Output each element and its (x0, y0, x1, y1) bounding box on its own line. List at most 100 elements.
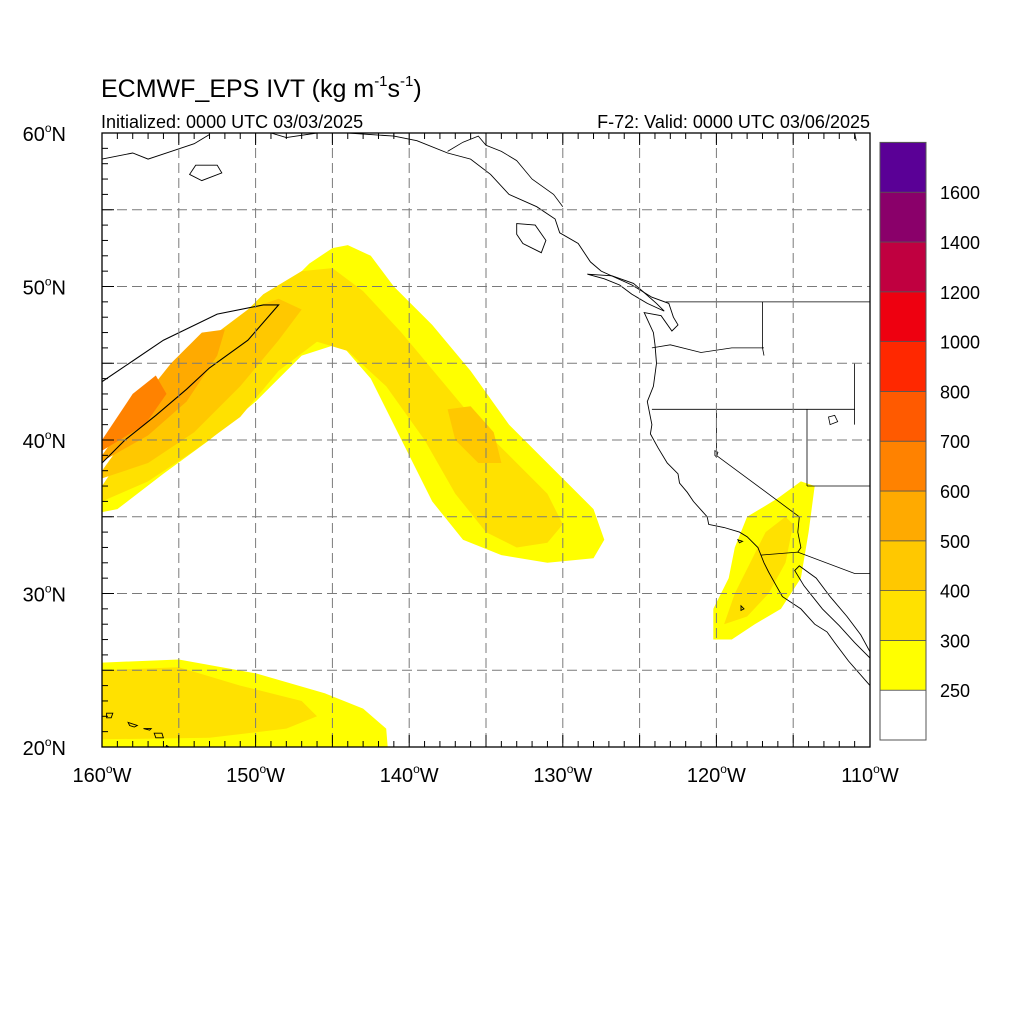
x-tick-label: 160oW (73, 762, 132, 787)
y-tick-label: 20oN (23, 735, 66, 760)
x-tick-label: 110oW (841, 762, 899, 787)
colorbar-label: 300 (940, 631, 970, 651)
colorbar-label: 800 (940, 382, 970, 402)
y-tick-number: 60 (23, 124, 45, 146)
y-tick-number: 30 (23, 585, 45, 607)
island-outline (153, 732, 165, 739)
political-border (797, 516, 802, 553)
ivt-fill-pacific-atmospheric-river-3 (447, 406, 502, 463)
x-tick-hemisphere: W (880, 765, 899, 787)
y-tick-hemisphere: N (52, 585, 66, 607)
colorbar-swatch (879, 440, 927, 492)
y-tick-hemisphere: N (52, 278, 66, 300)
colorbar-label: 400 (940, 582, 970, 602)
colorbar-label: 1600 (940, 183, 980, 203)
political-border (447, 135, 564, 207)
lat-lon-grid (102, 133, 870, 747)
degree-sign: o (45, 121, 52, 135)
degree-sign: o (567, 762, 574, 776)
y-tick-number: 20 (23, 738, 45, 760)
island-outline (587, 273, 665, 312)
valid-time-label: F-72: Valid: 0000 UTC 03/06/2025 (597, 112, 870, 132)
ivt-fill-socal-baja-plume-1 (724, 516, 794, 625)
colorbar-label: 1400 (940, 233, 980, 253)
x-tick-number: 110 (841, 765, 873, 787)
political-border (651, 344, 764, 353)
lake-outline (828, 414, 839, 426)
colorbar-label: 1200 (940, 283, 980, 303)
y-tick-hemisphere: N (52, 431, 66, 453)
coastline (270, 133, 870, 686)
coastline (102, 134, 210, 160)
y-tick-number: 40 (23, 431, 45, 453)
colorbar-label: 600 (940, 482, 970, 502)
y-tick-label: 30oN (23, 582, 66, 607)
title-unit-exp1: -1 (374, 73, 387, 90)
y-tick-hemisphere: N (52, 738, 66, 760)
colorbar-swatch (879, 291, 927, 342)
degree-sign: o (45, 275, 52, 289)
title-unit-close: ) (413, 75, 421, 103)
map-frame (101, 132, 871, 748)
y-tick-label: 40oN (23, 428, 66, 453)
ivt-fill-hawaii-moisture-plume-1 (102, 667, 317, 740)
init-time-label: Initialized: 0000 UTC 03/03/2025 (101, 112, 363, 132)
colorbar-label: 700 (940, 432, 970, 452)
colorbar-label: 1000 (940, 333, 980, 353)
x-tick-hemisphere: W (573, 765, 592, 787)
title-main: ECMWF_EPS IVT (kg m (101, 75, 374, 103)
ivt-contour-line (102, 304, 280, 464)
degree-sign: o (45, 428, 52, 442)
y-tick-label: 60oN (23, 121, 66, 146)
ivt-fill-pacific-atmospheric-river-1 (102, 268, 563, 548)
map-title: ECMWF_EPS IVT (kg m-1s-1) (101, 73, 422, 103)
colorbar-swatch (879, 341, 927, 392)
degree-sign: o (873, 762, 880, 776)
ivt-fill-pacific-atmospheric-river-2 (102, 298, 302, 479)
colorbar-swatch (879, 241, 927, 293)
colorbar-label: 250 (940, 681, 970, 701)
x-tick-number: 120 (687, 765, 720, 787)
island-outline (188, 164, 223, 182)
colorbar-swatch (879, 390, 927, 442)
island-outline (740, 604, 745, 612)
colorbar-swatch (879, 141, 927, 193)
x-tick-hemisphere: W (420, 765, 439, 787)
colorbar-swatch (879, 540, 927, 591)
degree-sign: o (106, 762, 113, 776)
degree-sign: o (720, 762, 727, 776)
title-unit-mid: s (388, 75, 401, 103)
x-tick-label: 150oW (226, 762, 285, 787)
x-tick-label: 140oW (380, 762, 439, 787)
colorbar-frame (879, 141, 927, 741)
map-panel: 160oW 150oW 140oW 130oW 120oW 110oW 60oN50oN4… (23, 121, 899, 787)
coastline (794, 565, 870, 659)
colorbar-swatch (879, 640, 927, 691)
ivt-shading (102, 245, 815, 747)
colorbar-swatch (879, 590, 927, 641)
x-tick-number: 150 (226, 765, 259, 787)
x-tick-number: 160 (73, 765, 106, 787)
longitude-axis: 160oW 150oW 140oW 130oW 120oW 110oW (73, 762, 899, 787)
degree-sign: o (45, 735, 52, 749)
island-outline (127, 721, 139, 728)
island-outline (737, 539, 744, 544)
island-outline (516, 223, 547, 254)
degree-sign: o (259, 762, 266, 776)
island-outline (165, 744, 171, 747)
x-tick-label: 130oW (533, 762, 592, 787)
x-tick-hemisphere: W (727, 765, 746, 787)
colorbar-swatch (879, 490, 927, 542)
ivt-contours (102, 304, 280, 464)
y-tick-hemisphere: N (52, 124, 66, 146)
ivt-fill-pacific-atmospheric-river-5 (102, 375, 167, 451)
political-border (760, 551, 870, 574)
degree-sign: o (413, 762, 420, 776)
minor-ticks (101, 132, 871, 748)
x-tick-number: 140 (380, 765, 413, 787)
colorbar-swatch (879, 191, 927, 243)
x-tick-hemisphere: W (266, 765, 285, 787)
x-tick-number: 130 (533, 765, 566, 787)
